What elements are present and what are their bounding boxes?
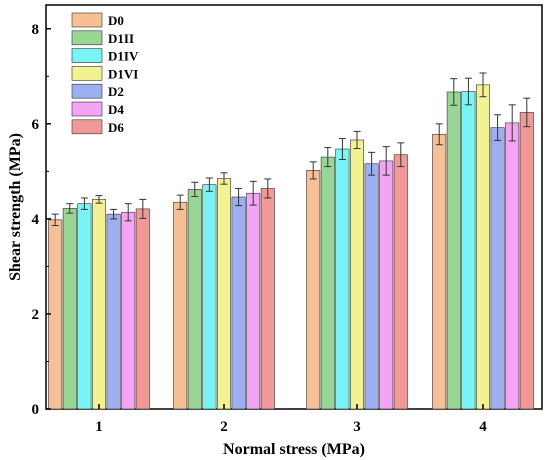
bar <box>461 91 476 410</box>
x-tick-label: 2 <box>220 419 228 435</box>
bar <box>231 196 246 410</box>
y-tick-label: 6 <box>32 117 40 133</box>
bar <box>475 84 490 410</box>
y-tick-label: 4 <box>32 212 40 228</box>
legend-label: D2 <box>108 84 124 99</box>
bar <box>106 213 121 410</box>
legend-swatch <box>71 119 103 135</box>
legend: D0 D1II D1IV D1VI D2 D4 D6 <box>71 12 139 135</box>
y-tick-label: 8 <box>32 22 40 38</box>
bar <box>364 163 379 410</box>
bar <box>135 208 150 410</box>
bar <box>335 148 350 410</box>
legend-swatch <box>71 66 103 81</box>
y-tick-label: 2 <box>32 307 40 323</box>
legend-swatch <box>71 101 103 117</box>
x-tick-label: 1 <box>95 419 103 435</box>
legend-label: D1VI <box>108 66 138 81</box>
bar <box>121 211 136 410</box>
bar <box>306 170 321 410</box>
bar <box>320 156 335 410</box>
bar <box>246 192 261 410</box>
bar <box>519 112 534 410</box>
bar <box>173 201 188 410</box>
bar <box>187 189 202 410</box>
legend-label: D0 <box>108 13 124 28</box>
y-axis-title: Shear strength (MPa) <box>7 133 24 281</box>
legend-label: D1II <box>108 31 134 46</box>
bar <box>260 188 275 410</box>
bar <box>446 91 461 410</box>
legend-label: D6 <box>108 120 124 135</box>
x-axis-title: Normal stress (MPa) <box>223 441 365 458</box>
legend-swatch <box>71 12 103 28</box>
bars-group <box>48 72 534 410</box>
bar <box>379 160 394 410</box>
legend-label: D4 <box>108 102 124 117</box>
bar <box>202 184 217 410</box>
bar <box>92 199 107 410</box>
x-tick-label: 4 <box>479 419 487 435</box>
legend-label: D1IV <box>108 49 139 64</box>
legend-swatch <box>71 48 103 63</box>
y-tick-label: 0 <box>32 402 40 418</box>
bar <box>217 178 232 410</box>
x-tick-label: 3 <box>353 419 361 435</box>
bar <box>77 203 92 410</box>
legend-swatch <box>71 83 103 99</box>
bar <box>349 139 364 410</box>
legend-swatch <box>71 30 103 46</box>
bar <box>505 122 520 410</box>
bar <box>62 208 77 410</box>
x-axis: 1 2 3 4 <box>95 404 487 435</box>
plot-frame <box>45 4 543 410</box>
y-axis: 0 2 4 6 8 <box>32 22 51 418</box>
bar <box>393 154 408 410</box>
bar <box>432 133 447 410</box>
bar <box>490 127 505 410</box>
